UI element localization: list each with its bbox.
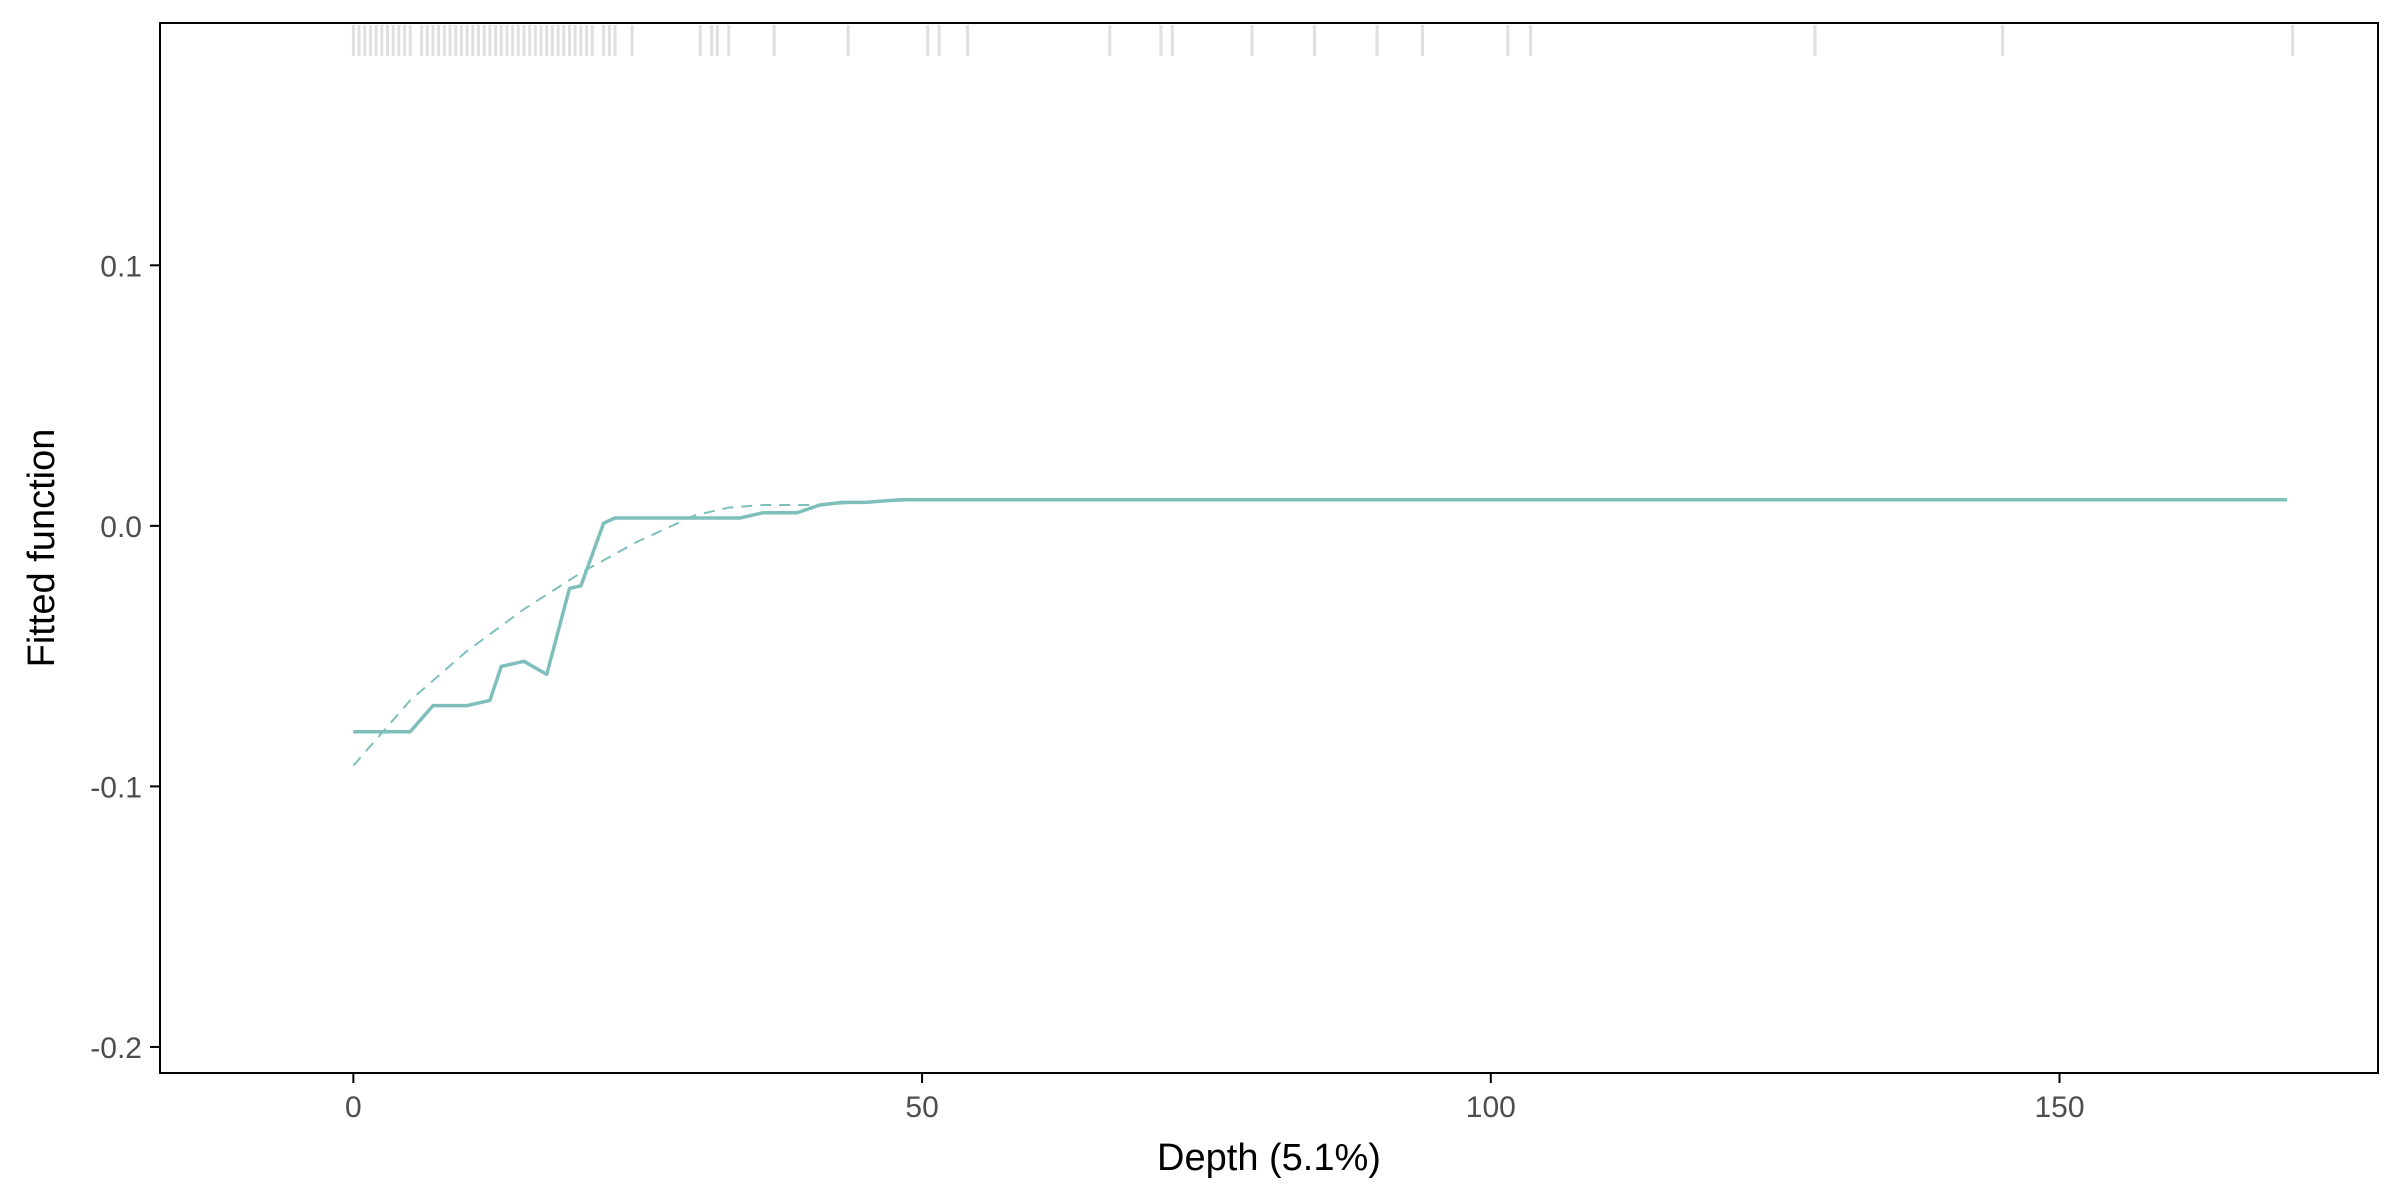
rug-marks xyxy=(351,25,2295,56)
x-axis-title: Depth (5.1%) xyxy=(1157,1137,1381,1179)
plot-panel-border xyxy=(159,22,2379,1074)
series-lines xyxy=(352,498,2287,767)
y-tick-label: 0.1 xyxy=(100,250,142,283)
x-tick-label: 0 xyxy=(345,1091,362,1124)
x-tick-label: 50 xyxy=(905,1091,938,1124)
series-line-dashed xyxy=(352,498,2287,767)
series-line-solid xyxy=(353,498,2287,734)
y-axis: -0.2 -0.1 0.0 0.1 xyxy=(90,250,160,1065)
x-tick-label: 150 xyxy=(2034,1091,2084,1124)
x-axis: 0 50 100 150 xyxy=(345,1073,2085,1124)
x-tick-label: 100 xyxy=(1466,1091,1516,1124)
y-tick-label: -0.2 xyxy=(90,1032,142,1065)
y-axis-title: Fitted function xyxy=(21,429,63,668)
y-tick-label: -0.1 xyxy=(90,771,142,804)
y-tick-label: 0.0 xyxy=(100,511,142,544)
